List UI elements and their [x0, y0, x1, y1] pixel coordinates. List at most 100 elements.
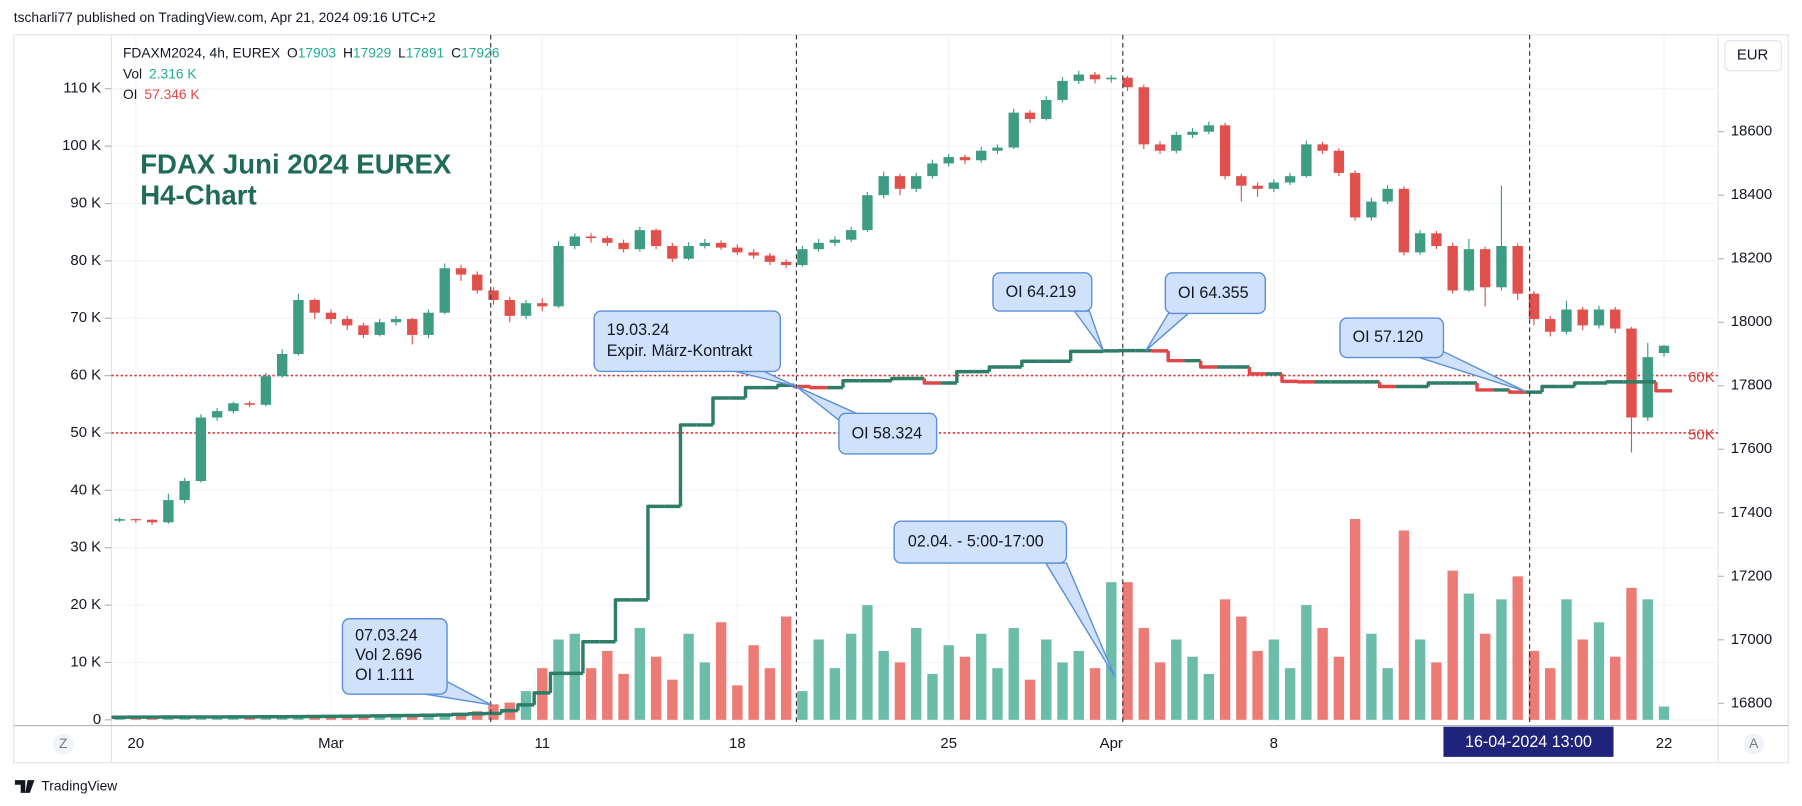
candle-body	[602, 238, 612, 243]
volume-bar	[1399, 530, 1409, 719]
y2-tick-label: 18600	[1731, 123, 1773, 140]
header-text: tscharli77 published on TradingView.com,…	[14, 9, 436, 25]
candle-body	[927, 163, 937, 176]
candle-body	[505, 300, 515, 316]
volume-bar	[1529, 651, 1539, 720]
candle-body	[163, 500, 173, 522]
candle-body	[1122, 78, 1132, 88]
volume-bar	[667, 680, 677, 720]
y-tick-label: 0	[93, 711, 101, 728]
candle-body	[456, 268, 466, 274]
candle-body	[1578, 310, 1588, 326]
volume-bar	[927, 674, 937, 720]
button-label[interactable]: Z	[59, 735, 68, 751]
candle-body	[326, 313, 336, 319]
candle-body	[472, 275, 482, 291]
candle-body	[1236, 176, 1246, 186]
oi-step	[811, 386, 827, 387]
legend-value: 2.316 K	[149, 65, 197, 81]
candle-body	[878, 176, 888, 195]
candle-body	[1041, 100, 1051, 119]
oi-step	[469, 714, 485, 715]
volume-bar	[1106, 582, 1116, 720]
chart-title: FDAX Juni 2024 EUREX	[140, 148, 452, 179]
candle-body	[131, 519, 141, 520]
candle-body	[830, 240, 840, 243]
candle-body	[521, 303, 531, 316]
candle-body	[732, 248, 742, 253]
y2-tick-label: 17600	[1731, 440, 1773, 457]
volume-bar	[1171, 639, 1181, 719]
x-tick-label: Mar	[318, 735, 344, 752]
callout-text: Expir. März-Kontrakt	[607, 342, 753, 360]
volume-bar	[716, 622, 726, 720]
volume-bar	[683, 634, 693, 720]
currency-label[interactable]: EUR	[1737, 47, 1769, 64]
volume-bar	[1025, 680, 1035, 720]
candle-body	[570, 236, 580, 246]
candle-body	[651, 230, 661, 246]
candle-body	[1561, 310, 1571, 332]
y2-tick-label: 18200	[1731, 250, 1773, 267]
volume-bar	[1122, 582, 1132, 720]
y2-tick-label: 18000	[1731, 313, 1773, 330]
candle-body	[1512, 246, 1522, 294]
volume-bar	[1626, 588, 1636, 720]
candle-body	[992, 148, 1002, 151]
candle-body	[114, 519, 124, 521]
candle-body	[1626, 329, 1636, 418]
y-tick-label: 100 K	[62, 137, 101, 154]
volume-bar	[1252, 651, 1262, 720]
candle-body	[976, 151, 986, 161]
volume-bar	[797, 691, 807, 720]
volume-bar	[700, 662, 710, 719]
candle-body	[797, 249, 807, 265]
candle-body	[1090, 75, 1100, 80]
legend-label: O	[287, 44, 298, 60]
volume-bar	[1317, 628, 1327, 720]
candle-body	[1659, 346, 1669, 353]
candle-body	[342, 319, 352, 325]
y-tick-label: 50 K	[70, 424, 101, 441]
candle-body	[716, 243, 726, 248]
callout-text: 07.03.24	[355, 626, 418, 644]
candle-body	[911, 176, 921, 189]
volume-bar	[1659, 707, 1669, 720]
candle-body	[261, 376, 271, 405]
volume-bar	[846, 634, 856, 720]
volume-bar	[1415, 639, 1425, 719]
volume-bar	[862, 605, 872, 720]
volume-bar	[813, 639, 823, 719]
volume-bar	[1350, 519, 1360, 720]
x-tick-label: 25	[940, 735, 957, 752]
volume-bar	[570, 634, 580, 720]
y-tick-label: 20 K	[70, 596, 101, 613]
volume-bar	[1139, 628, 1149, 720]
volume-bar	[1610, 657, 1620, 720]
x-tick-label: 8	[1270, 735, 1278, 752]
volume-bar	[1269, 639, 1279, 719]
button-label[interactable]: A	[1749, 735, 1759, 751]
candle-body	[537, 303, 547, 306]
oi-step	[453, 714, 469, 715]
candle-body	[765, 256, 775, 262]
volume-bar	[1594, 622, 1604, 720]
candle-body	[1415, 233, 1425, 252]
x-tick-label: 18	[729, 735, 746, 752]
candle-body	[212, 411, 222, 417]
volume-bar	[1285, 668, 1295, 720]
volume-bar	[1431, 662, 1441, 719]
legend-value: 57.346 K	[144, 86, 200, 102]
candle-body	[862, 195, 872, 230]
candle-body	[407, 319, 417, 335]
candle-body	[375, 322, 385, 335]
candle-body	[813, 243, 823, 249]
volume-bar	[748, 645, 758, 720]
callout-text: Vol 2.696	[355, 646, 422, 664]
callout-text: OI 1.111	[355, 666, 414, 684]
y-tick-label: 60 K	[70, 367, 101, 384]
oi-step	[1607, 382, 1623, 383]
